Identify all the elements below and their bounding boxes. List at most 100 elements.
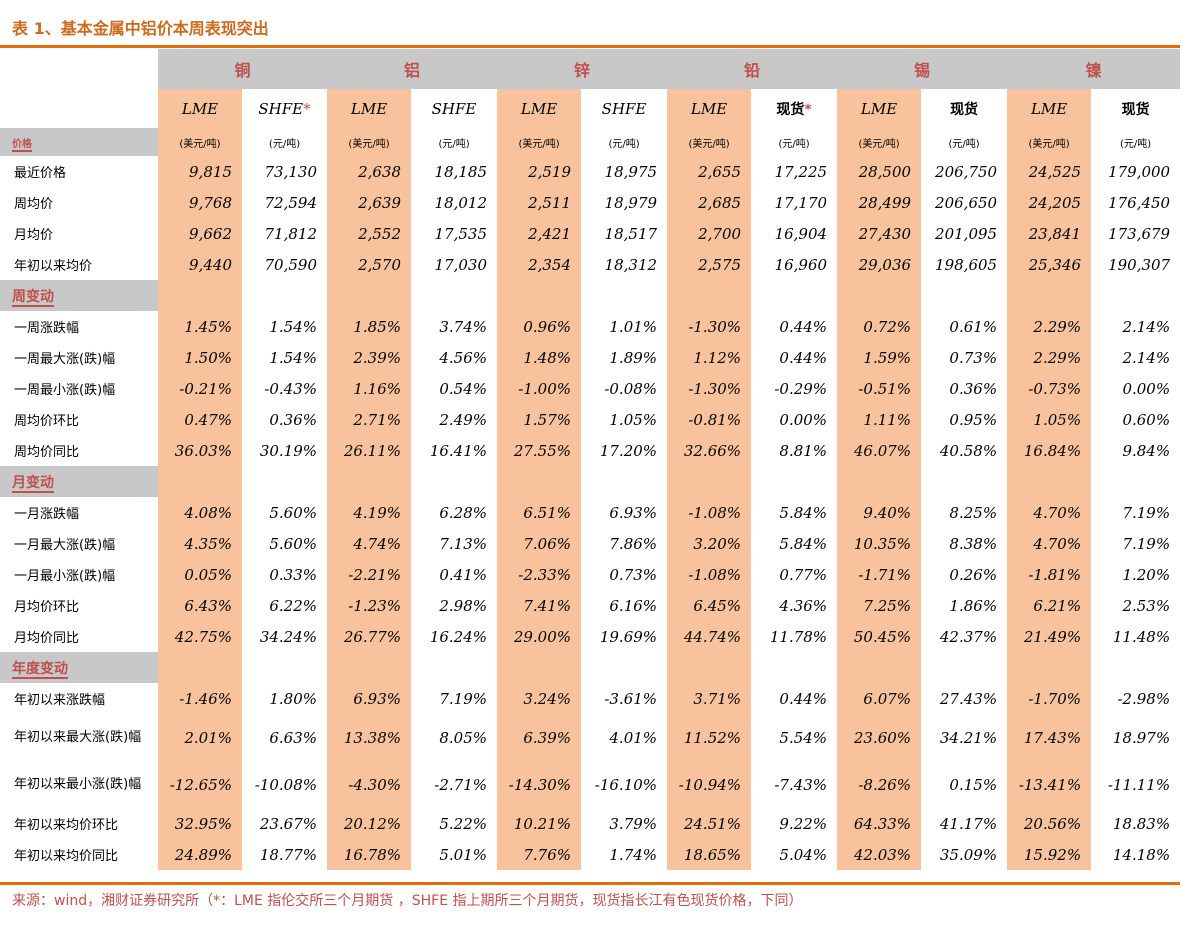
section-label: 周变动 bbox=[0, 280, 158, 311]
empty-cell bbox=[837, 280, 922, 311]
value-cell: 0.47% bbox=[158, 404, 242, 435]
value-cell: 6.93% bbox=[327, 683, 412, 714]
value-cell: 176,450 bbox=[1091, 187, 1181, 218]
empty-cell bbox=[158, 280, 242, 311]
value-cell: 0.36% bbox=[242, 404, 328, 435]
value-cell: -1.08% bbox=[667, 497, 752, 528]
value-cell: 1.45% bbox=[158, 311, 242, 342]
value-cell: 36.03% bbox=[158, 435, 242, 466]
value-cell: 20.56% bbox=[1007, 808, 1092, 839]
value-cell: 2,700 bbox=[667, 218, 752, 249]
value-cell: 1.59% bbox=[837, 342, 922, 373]
column-subheader: SHFE* bbox=[242, 89, 328, 128]
value-cell: 2,421 bbox=[497, 218, 582, 249]
empty-cell bbox=[497, 652, 582, 683]
value-cell: 0.61% bbox=[921, 311, 1008, 342]
value-cell: 17.20% bbox=[581, 435, 668, 466]
value-cell: 3.71% bbox=[667, 683, 752, 714]
value-cell: 9.84% bbox=[1091, 435, 1181, 466]
empty-cell bbox=[242, 280, 328, 311]
value-cell: 1.74% bbox=[581, 839, 668, 870]
value-cell: 5.54% bbox=[751, 714, 838, 761]
metal-header: 铅 bbox=[667, 49, 838, 89]
column-subheader: LME bbox=[158, 89, 242, 128]
value-cell: 7.41% bbox=[497, 590, 582, 621]
value-cell: 26.77% bbox=[327, 621, 412, 652]
value-cell: 18,517 bbox=[581, 218, 668, 249]
unit-cell: (美元/吨) bbox=[497, 128, 582, 156]
value-cell: 11.52% bbox=[667, 714, 752, 761]
value-cell: 35.09% bbox=[921, 839, 1008, 870]
value-cell: 28,499 bbox=[837, 187, 922, 218]
value-cell: 1.54% bbox=[242, 311, 328, 342]
empty-cell bbox=[921, 280, 1008, 311]
unit-cell: (美元/吨) bbox=[1007, 128, 1092, 156]
value-cell: 0.73% bbox=[581, 559, 668, 590]
row-label: 一月最大涨(跌)幅 bbox=[0, 528, 158, 559]
section-row: 周变动 bbox=[0, 280, 1181, 311]
value-cell: 44.74% bbox=[667, 621, 752, 652]
value-cell: 2.29% bbox=[1007, 342, 1092, 373]
value-cell: -4.30% bbox=[327, 761, 412, 808]
value-cell: 8.38% bbox=[921, 528, 1008, 559]
value-cell: 18,185 bbox=[411, 156, 498, 187]
value-cell: 2,638 bbox=[327, 156, 412, 187]
value-cell: 2.39% bbox=[327, 342, 412, 373]
row-label: 周均价同比 bbox=[0, 435, 158, 466]
value-cell: 40.58% bbox=[921, 435, 1008, 466]
value-cell: 2,575 bbox=[667, 249, 752, 280]
value-cell: 16.24% bbox=[411, 621, 498, 652]
value-cell: 1.86% bbox=[921, 590, 1008, 621]
value-cell: 27.55% bbox=[497, 435, 582, 466]
table-row: 月均价 9,662 71,812 2,552 17,535 2,421 18,517 2,70… bbox=[0, 218, 1181, 249]
source-note: 来源：wind，湘财证券研究所（*：LME 指伦交所三个月期货 ，SHFE 指上… bbox=[12, 893, 803, 909]
value-cell: 4.56% bbox=[411, 342, 498, 373]
value-cell: 2,570 bbox=[327, 249, 412, 280]
value-cell: 17,535 bbox=[411, 218, 498, 249]
column-subheader: LME bbox=[667, 89, 752, 128]
value-cell: 26.11% bbox=[327, 435, 412, 466]
value-cell: -1.30% bbox=[667, 311, 752, 342]
metal-header: 锡 bbox=[837, 49, 1008, 89]
value-cell: 29.00% bbox=[497, 621, 582, 652]
value-cell: 21.49% bbox=[1007, 621, 1092, 652]
value-cell: -0.08% bbox=[581, 373, 668, 404]
corner-cell bbox=[0, 89, 158, 128]
value-cell: 206,750 bbox=[921, 156, 1008, 187]
empty-cell bbox=[837, 466, 922, 497]
row-label: 年初以来涨跌幅 bbox=[0, 683, 158, 714]
value-cell: 0.44% bbox=[751, 311, 838, 342]
value-cell: 5.22% bbox=[411, 808, 498, 839]
value-cell: 0.44% bbox=[751, 342, 838, 373]
value-cell: 9,662 bbox=[158, 218, 242, 249]
unit-cell: (美元/吨) bbox=[837, 128, 922, 156]
value-cell: -0.21% bbox=[158, 373, 242, 404]
column-subheader: 现货 bbox=[921, 89, 1008, 128]
value-cell: 17.43% bbox=[1007, 714, 1092, 761]
unit-cell: (美元/吨) bbox=[327, 128, 412, 156]
row-label: 月均价同比 bbox=[0, 621, 158, 652]
value-cell: 6.22% bbox=[242, 590, 328, 621]
section-row: 价格 (美元/吨) (元/吨) (美元/吨) (元/吨) (美元/吨) (元/吨) (美元/吨… bbox=[0, 128, 1181, 156]
value-cell: -14.30% bbox=[497, 761, 582, 808]
value-cell: 2,354 bbox=[497, 249, 582, 280]
value-cell: 29,036 bbox=[837, 249, 922, 280]
value-cell: 18,012 bbox=[411, 187, 498, 218]
value-cell: 1.12% bbox=[667, 342, 752, 373]
value-cell: 1.50% bbox=[158, 342, 242, 373]
value-cell: 1.48% bbox=[497, 342, 582, 373]
column-subheader: 现货* bbox=[751, 89, 838, 128]
value-cell: 6.28% bbox=[411, 497, 498, 528]
row-label: 月均价环比 bbox=[0, 590, 158, 621]
value-cell: 179,000 bbox=[1091, 156, 1181, 187]
value-cell: 3.20% bbox=[667, 528, 752, 559]
empty-cell bbox=[751, 652, 838, 683]
section-label: 价格 bbox=[0, 128, 158, 156]
value-cell: 13.38% bbox=[327, 714, 412, 761]
value-cell: 3.79% bbox=[581, 808, 668, 839]
empty-cell bbox=[242, 652, 328, 683]
value-cell: 9.40% bbox=[837, 497, 922, 528]
value-cell: -1.30% bbox=[667, 373, 752, 404]
value-cell: 2.49% bbox=[411, 404, 498, 435]
value-cell: 73,130 bbox=[242, 156, 328, 187]
